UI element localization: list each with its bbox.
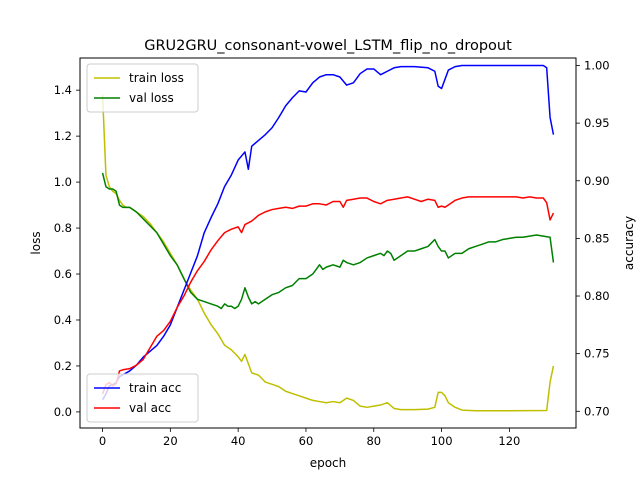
- plot-frame: [79, 57, 577, 429]
- y-axis-label-right: accuracy: [622, 216, 636, 270]
- series-line-val-loss: [101, 172, 555, 310]
- x-tick-label: 40: [231, 434, 246, 448]
- y-right-tick-label: 0.95: [584, 116, 610, 130]
- x-tick-label: 0: [99, 434, 106, 448]
- y-left-tick-label: 0.6: [54, 267, 72, 281]
- chart-title: GRU2GRU_consonant-vowel_LSTM_flip_no_dro…: [144, 38, 512, 54]
- legend-label-train-loss: train loss: [129, 71, 184, 85]
- y-right-tick-label: 1.00: [584, 58, 610, 72]
- y-right-tick-label: 0.80: [584, 289, 610, 303]
- legend-box: [86, 63, 199, 113]
- legend-label-val-loss: val loss: [129, 91, 174, 105]
- x-axis-label: epoch: [310, 456, 347, 470]
- series-line-train-acc: [101, 64, 555, 401]
- y-axis-right: 0.70 0.75 0.80 0.85 0.90 0.95 1.00: [576, 58, 610, 418]
- y-left-tick-label: 0.2: [54, 359, 72, 373]
- y-right-tick-label: 0.70: [584, 404, 610, 418]
- y-right-tick-label: 0.75: [584, 347, 610, 361]
- legend-box: [86, 373, 199, 423]
- series-layer: [101, 64, 555, 412]
- x-tick-label: 80: [366, 434, 381, 448]
- y-right-tick-label: 0.85: [584, 231, 610, 245]
- x-tick-label: 60: [299, 434, 314, 448]
- x-tick-label: 120: [498, 434, 520, 448]
- y-left-tick-label: 0.0: [54, 405, 72, 419]
- y-left-tick-label: 0.8: [54, 221, 72, 235]
- legend-accuracy: train acc val acc: [86, 373, 199, 423]
- y-left-tick-label: 1.0: [54, 175, 72, 189]
- y-right-tick-label: 0.90: [584, 174, 610, 188]
- y-left-tick-label: 1.2: [54, 129, 72, 143]
- legend-label-train-acc: train acc: [129, 381, 181, 395]
- y-left-tick-label: 1.4: [54, 83, 72, 97]
- legend-loss: train loss val loss: [86, 63, 199, 113]
- series-line-val-acc: [101, 196, 555, 395]
- x-axis: 0 20 40 60 80 100 120: [99, 428, 520, 448]
- x-tick-label: 20: [163, 434, 178, 448]
- series-line-train-loss: [101, 94, 555, 412]
- y-axis-left: 0.0 0.2 0.4 0.6 0.8 1.0 1.2 1.4: [54, 83, 80, 419]
- y-axis-label-left: loss: [29, 231, 43, 254]
- legend-label-val-acc: val acc: [129, 401, 171, 415]
- y-left-tick-label: 0.4: [54, 313, 72, 327]
- x-tick-label: 100: [431, 434, 453, 448]
